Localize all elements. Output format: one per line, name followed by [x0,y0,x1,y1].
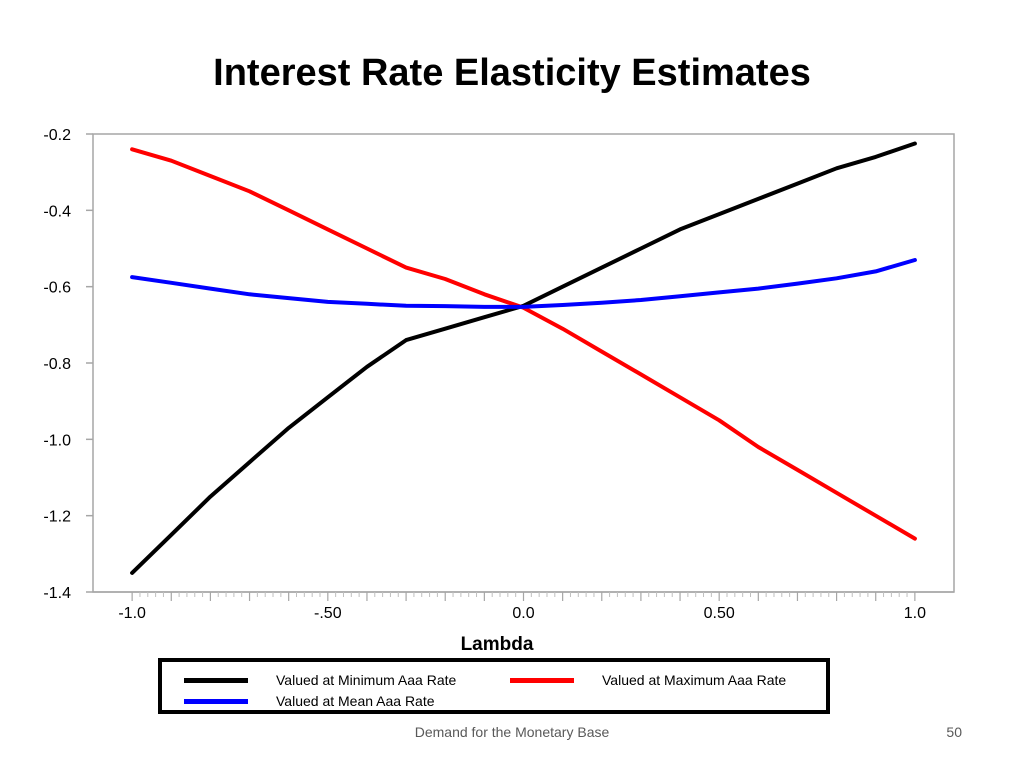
series-line-minimum [130,141,917,575]
y-tick-label: -0.4 [43,203,71,220]
y-axis: -0.2 -0.4 -0.6 -0.8 -1.0 -1.2 -1.4 [43,127,93,602]
legend-entry-mean: Valued at Mean Aaa Rate [184,691,484,711]
legend-entry-minimum: Valued at Minimum Aaa Rate [184,670,484,690]
series-lines [130,141,917,575]
elasticity-chart: -0.2 -0.4 -0.6 -0.8 -1.0 -1.2 -1.4 -1.0 -.50 0.0… [43,127,955,655]
legend-label-minimum: Valued at Minimum Aaa Rate [276,672,457,688]
x-axis: -1.0 -.50 0.0 0.50 1.0 [93,591,954,622]
page-number: 50 [946,724,962,740]
legend-swatch-minimum [184,678,248,683]
x-axis-label: Lambda [461,634,534,655]
legend-label-mean: Valued at Mean Aaa Rate [276,693,435,709]
series-line-mean [130,258,917,309]
x-tick-label: 0.50 [704,605,735,622]
legend-swatch-mean [184,699,248,704]
x-tick-label: 1.0 [904,605,926,622]
legend-label-maximum: Valued at Maximum Aaa Rate [602,672,787,688]
y-tick-label: -1.0 [43,432,71,449]
y-tick-label: -0.6 [43,280,71,297]
chart-legend: Valued at Minimum Aaa Rate Valued at Max… [158,658,830,714]
y-tick-label: -1.4 [43,585,71,602]
x-tick-label: 0.0 [512,605,534,622]
legend-swatch-maximum [510,678,574,683]
legend-entry-maximum: Valued at Maximum Aaa Rate [510,670,830,690]
x-tick-label: -1.0 [118,605,146,622]
plot-area-frame [92,133,955,593]
slide-title: Interest Rate Elasticity Estimates [213,52,811,94]
series-line-maximum [130,147,917,541]
y-tick-label: -1.2 [43,509,71,526]
y-tick-label: -0.8 [43,356,71,373]
x-tick-label: -.50 [314,605,342,622]
slide-footer: Demand for the Monetary Base [414,724,610,740]
y-tick-label: -0.2 [43,127,71,144]
